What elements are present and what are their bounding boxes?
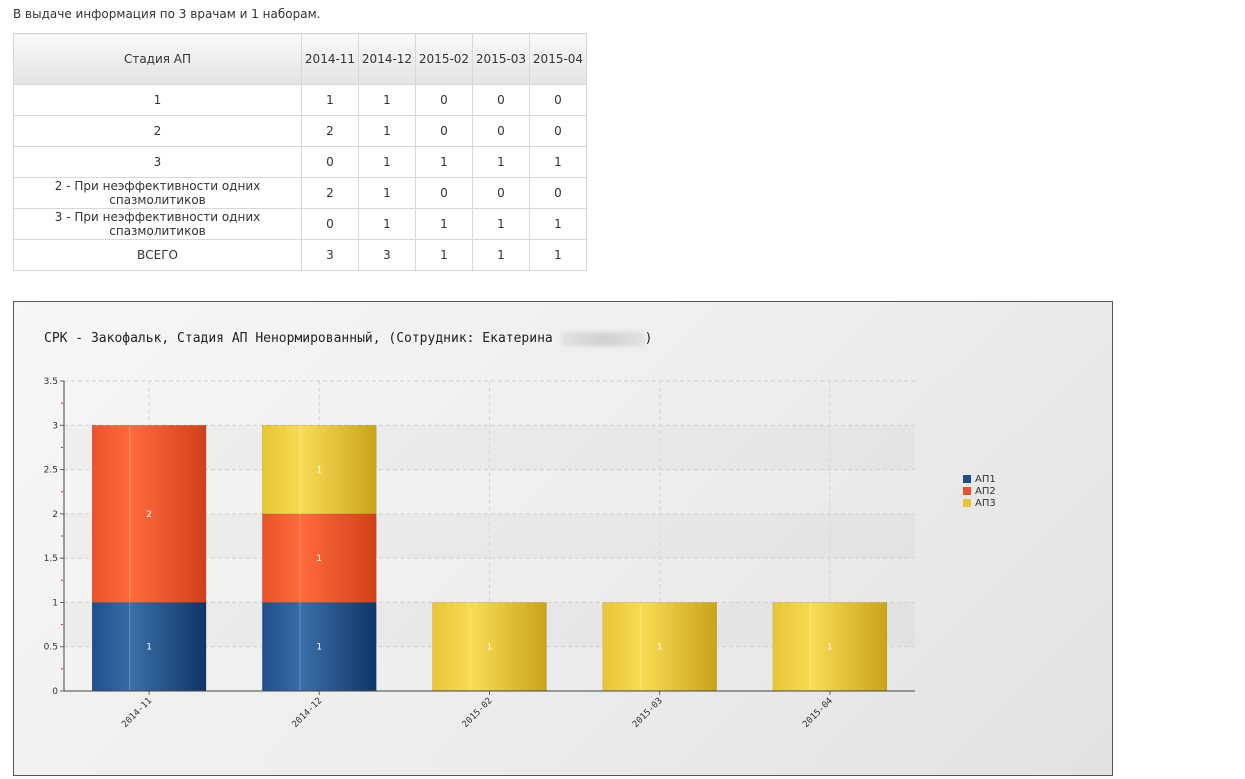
table-row-total: ВСЕГО 3 3 1 1 1 [13, 239, 587, 271]
info-text: В выдаче информация по 3 врачам и 1 набо… [13, 7, 321, 21]
value-cell: 0 [301, 208, 359, 240]
bar-segment [772, 602, 888, 692]
table-row: 3 - При неэффективности одних спазмолити… [13, 208, 587, 240]
bar-value-label: 1 [316, 554, 322, 564]
legend-item: АП1 [963, 473, 996, 485]
x-tick-label: 2015-04 [801, 696, 835, 730]
header-month: 2014-11 [301, 33, 359, 85]
value-cell: 1 [415, 239, 473, 271]
value-cell: 1 [529, 146, 587, 178]
stage-cell: ВСЕГО [13, 239, 302, 271]
table-row: 2 2 1 0 0 0 [13, 115, 587, 147]
redacted-name [560, 331, 645, 346]
value-cell: 0 [529, 177, 587, 209]
value-cell: 1 [472, 239, 530, 271]
y-tick-label: 1.5 [44, 554, 58, 564]
chart-title-text: СРК - Закофальк, Стадия АП Ненормированн… [44, 331, 553, 346]
bar-value-label: 1 [316, 466, 322, 476]
header-month: 2015-03 [472, 33, 530, 85]
legend-item: АП3 [963, 497, 996, 509]
chart-title-suffix: ) [644, 331, 653, 346]
value-cell: 0 [301, 146, 359, 178]
legend-label: АП1 [975, 473, 996, 485]
stage-cell: 2 - При неэффективности одних спазмолити… [13, 177, 302, 209]
header-month: 2014-12 [358, 33, 416, 85]
stage-cell: 2 [13, 115, 302, 147]
bar-segment [262, 513, 377, 603]
y-tick-label: 2.5 [44, 466, 58, 476]
bar-value-label: 1 [146, 643, 152, 653]
value-cell: 2 [301, 177, 359, 209]
value-cell: 0 [415, 84, 473, 116]
value-cell: 1 [472, 208, 530, 240]
stage-cell: 1 [13, 84, 302, 116]
table-row: 3 0 1 1 1 1 [13, 146, 587, 178]
stacked-bar-chart: 0 0.5 1 1.5 2 2.5 3 3.5 1 2 2014-11 1 1 1 2014-12 1 2015… [44, 377, 915, 730]
value-cell: 0 [415, 177, 473, 209]
value-cell: 3 [358, 239, 416, 271]
y-tick-label: 0 [52, 687, 58, 697]
value-cell: 3 [301, 239, 359, 271]
table-header-row: Стадия АП 2014-11 2014-12 2015-02 2015-0… [13, 33, 587, 85]
value-cell: 0 [472, 177, 530, 209]
bar-segment [432, 602, 547, 692]
value-cell: 1 [358, 115, 416, 147]
value-cell: 0 [415, 115, 473, 147]
bar-segment [602, 602, 717, 692]
value-cell: 1 [358, 208, 416, 240]
bar-segment [262, 602, 377, 692]
value-cell: 2 [301, 115, 359, 147]
bar-value-label: 1 [657, 643, 663, 653]
legend-item: АП2 [963, 485, 996, 497]
header-month: 2015-02 [415, 33, 473, 85]
stage-cell: 3 - При неэффективности одних спазмолити… [13, 208, 302, 240]
table-row: 2 - При неэффективности одних спазмолити… [13, 177, 587, 209]
y-tick-label: 3 [52, 421, 58, 431]
value-cell: 1 [301, 84, 359, 116]
value-cell: 1 [529, 239, 587, 271]
bar-segment [262, 425, 377, 515]
y-tick-label: 1 [52, 598, 58, 608]
value-cell: 0 [529, 84, 587, 116]
bar-value-label: 1 [316, 643, 322, 653]
legend-swatch [963, 475, 971, 483]
chart-legend: АП1 АП2 АП3 [963, 473, 996, 509]
y-tick-label: 0.5 [44, 643, 58, 653]
legend-swatch [963, 499, 971, 507]
chart-title: СРК - Закофальк, Стадия АП Ненормированн… [44, 331, 652, 346]
value-cell: 1 [415, 208, 473, 240]
legend-swatch [963, 487, 971, 495]
value-cell: 1 [529, 208, 587, 240]
table-row: 1 1 1 0 0 0 [13, 84, 587, 116]
value-cell: 1 [472, 146, 530, 178]
x-tick-label: 2014-11 [120, 696, 154, 730]
bar-value-label: 1 [487, 643, 493, 653]
legend-label: АП2 [975, 485, 996, 497]
header-month: 2015-04 [529, 33, 587, 85]
value-cell: 1 [415, 146, 473, 178]
bar-value-label: 2 [146, 510, 152, 520]
value-cell: 1 [358, 177, 416, 209]
bar-value-label: 1 [827, 643, 833, 653]
x-tick-label: 2014-12 [291, 696, 325, 730]
legend-label: АП3 [975, 497, 996, 509]
bar-segment [91, 602, 207, 692]
value-cell: 1 [358, 146, 416, 178]
value-cell: 0 [472, 115, 530, 147]
value-cell: 0 [529, 115, 587, 147]
x-tick-label: 2015-03 [631, 696, 665, 730]
value-cell: 0 [472, 84, 530, 116]
y-tick-label: 3.5 [44, 377, 58, 387]
x-tick-label: 2015-02 [461, 696, 495, 730]
chart-panel: СРК - Закофальк, Стадия АП Ненормированн… [13, 301, 1113, 776]
header-stage: Стадия АП [13, 33, 302, 85]
report-table: Стадия АП 2014-11 2014-12 2015-02 2015-0… [13, 33, 587, 271]
value-cell: 1 [358, 84, 416, 116]
y-tick-label: 2 [52, 510, 58, 520]
stage-cell: 3 [13, 146, 302, 178]
bar-segment [91, 425, 207, 603]
